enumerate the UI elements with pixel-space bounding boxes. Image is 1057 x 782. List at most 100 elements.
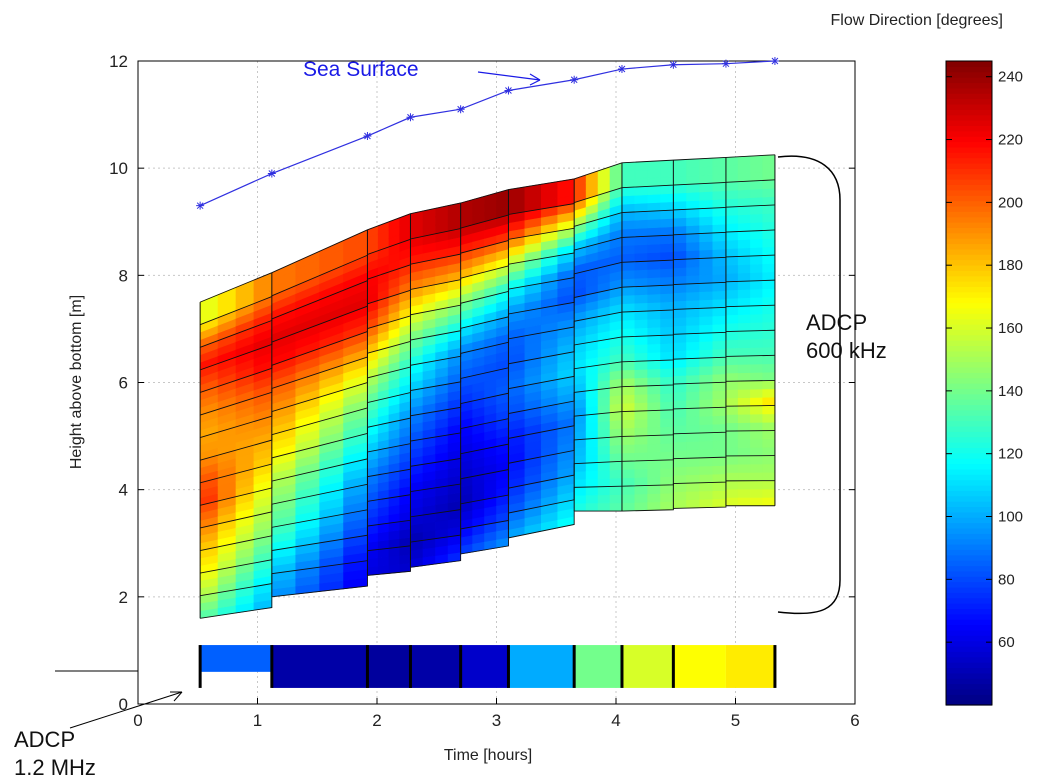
heat-cell: [737, 305, 751, 315]
heat-cell: [762, 455, 776, 465]
heat-cell: [750, 488, 763, 498]
heat-cell: [737, 180, 751, 191]
heat-cell: [750, 180, 763, 190]
heat-cell: [673, 233, 687, 244]
heat-cell: [712, 173, 727, 184]
heat-cell: [762, 363, 776, 373]
colorbar-band: [946, 581, 992, 588]
heat-cell: [673, 408, 687, 418]
colorbar-band: [946, 286, 992, 293]
colorbar-band: [946, 404, 992, 411]
heat-cell: [585, 429, 599, 440]
heat-cell: [762, 472, 776, 482]
heat-cell: [686, 291, 700, 301]
heat-cell: [737, 405, 751, 415]
heat-cell: [634, 186, 648, 196]
heat-cell: [673, 491, 687, 501]
heat-cell: [686, 200, 700, 210]
heat-cell: [762, 421, 776, 431]
heat-cell: [725, 173, 739, 183]
heat-cell: [673, 424, 687, 435]
heat-cell: [750, 371, 763, 382]
heat-cell: [660, 209, 674, 220]
heat-cell: [750, 213, 763, 224]
sea-surface-arrowhead: [529, 73, 541, 86]
strip-cell: [621, 645, 674, 688]
colorbar-band: [946, 372, 992, 379]
colorbar-band: [946, 527, 992, 534]
heat-cell: [634, 219, 648, 229]
x-axis-label: Time [hours]: [444, 747, 532, 764]
colorbar-band: [946, 576, 992, 583]
heat-cell: [712, 240, 727, 250]
heat-cell: [750, 163, 763, 174]
heat-cell: [621, 294, 636, 305]
heat-cell: [712, 190, 727, 201]
heat-cell: [673, 258, 687, 269]
heat-cell: [609, 452, 623, 463]
heat-cell: [762, 238, 776, 248]
heat-cell: [660, 492, 674, 503]
heat-cell: [660, 334, 674, 345]
heat-cell: [585, 437, 599, 448]
heat-cell: [660, 426, 674, 436]
heat-cell: [737, 214, 751, 224]
colorbar-band: [946, 361, 992, 368]
colorbar-band: [946, 130, 992, 137]
heat-cell: [699, 290, 714, 301]
heat-cell: [762, 279, 776, 290]
heat-cell: [585, 445, 599, 456]
heat-cell: [762, 296, 776, 306]
heat-cell: [634, 343, 648, 354]
heat-cell: [621, 361, 636, 371]
heat-cell: [712, 306, 727, 317]
heat-cell: [725, 289, 739, 299]
heat-cell: [699, 282, 714, 293]
heat-cell: [699, 191, 714, 201]
heat-cell: [762, 246, 776, 256]
heat-cell: [609, 469, 623, 479]
heat-cell: [388, 563, 401, 574]
heat-cell: [712, 348, 727, 359]
heat-cell: [597, 461, 611, 471]
heat-cell: [762, 346, 776, 356]
heat-cell: [660, 293, 674, 303]
heat-cell: [725, 156, 739, 167]
adcp-600-bracket: [777, 155, 841, 615]
heat-cell: [762, 355, 776, 365]
heat-cell: [762, 162, 776, 173]
heat-cell: [673, 225, 687, 236]
heat-cell: [388, 555, 401, 566]
heat-cell: [762, 488, 776, 498]
heat-cell: [647, 218, 661, 229]
heat-cell: [660, 268, 674, 278]
heat-cell: [634, 277, 648, 287]
heat-cell: [699, 365, 714, 376]
colorbar-band: [946, 447, 992, 454]
colorbar-band: [946, 694, 992, 701]
heat-cell: [699, 299, 714, 309]
heat-cell: [699, 232, 714, 243]
heat-cell: [585, 502, 599, 512]
heat-cell: [737, 355, 751, 365]
colorbar-band: [946, 393, 992, 400]
colorbar-title: Flow Direction [degrees]: [830, 12, 1003, 29]
heat-cell: [660, 284, 674, 295]
heat-cell: [686, 266, 700, 276]
heat-cell: [621, 460, 636, 470]
heat-cell: [762, 304, 776, 315]
sea-surface-point: [196, 201, 205, 210]
heat-cell: [621, 186, 636, 197]
colorbar-band: [946, 281, 992, 287]
heat-cell: [634, 252, 648, 263]
heat-cell: [673, 175, 687, 186]
heat-cell: [686, 175, 700, 185]
colorbar-band: [946, 484, 992, 491]
heat-cell: [377, 564, 390, 575]
heat-cell: [634, 244, 648, 254]
heat-cell: [737, 272, 751, 282]
heat-cell: [750, 205, 763, 215]
heat-cell: [621, 385, 636, 396]
colorbar-band: [946, 259, 992, 266]
